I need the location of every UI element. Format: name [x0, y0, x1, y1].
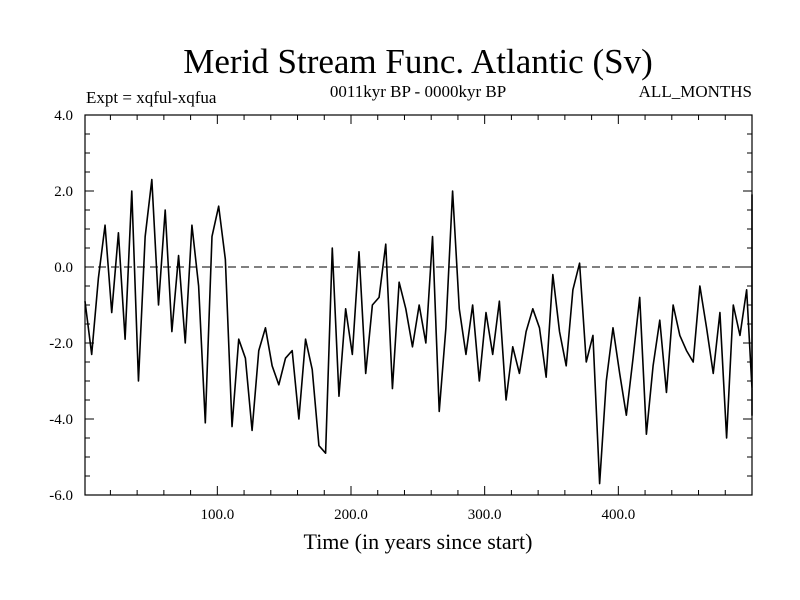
x-tick-label: 200.0	[334, 507, 368, 523]
y-tick-label: -4.0	[49, 412, 73, 428]
y-tick-label: -6.0	[49, 488, 73, 504]
y-tick-label: 4.0	[54, 108, 73, 124]
y-tick-label: 0.0	[54, 260, 73, 276]
months-label: ALL_MONTHS	[639, 82, 752, 101]
series-line	[84, 178, 753, 485]
chart-title: Merid Stream Func. Atlantic (Sv)	[183, 42, 653, 81]
y-tick-label: 2.0	[54, 184, 73, 200]
y-tick-label: -2.0	[49, 336, 73, 352]
x-tick-label: 300.0	[468, 507, 502, 523]
x-tick-label: 100.0	[200, 507, 234, 523]
x-axis-label: Time (in years since start)	[304, 529, 533, 554]
x-tick-label: 400.0	[601, 507, 635, 523]
time-range-label: 0011kyr BP - 0000kyr BP	[330, 82, 506, 101]
experiment-label: Expt = xqful-xqfua	[86, 88, 217, 107]
